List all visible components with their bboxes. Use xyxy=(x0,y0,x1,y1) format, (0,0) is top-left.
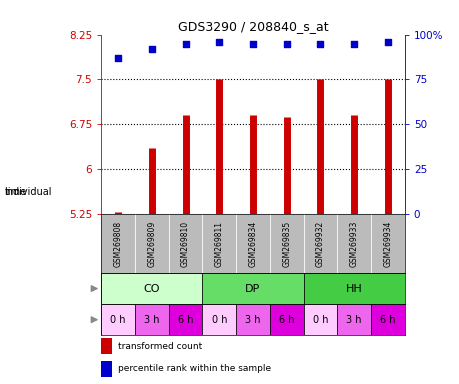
Text: 6 h: 6 h xyxy=(278,314,294,325)
Bar xyxy=(303,304,336,335)
Point xyxy=(181,40,189,46)
Text: GSM269808: GSM269808 xyxy=(113,220,122,267)
Point xyxy=(148,46,155,52)
Text: 0 h: 0 h xyxy=(312,314,328,325)
Point xyxy=(350,40,357,46)
Text: GSM269932: GSM269932 xyxy=(315,220,324,267)
Text: 3 h: 3 h xyxy=(144,314,159,325)
Point xyxy=(114,55,122,61)
Bar xyxy=(134,304,168,335)
Text: GSM269810: GSM269810 xyxy=(181,220,190,267)
Bar xyxy=(101,361,112,377)
Bar xyxy=(202,273,303,304)
Text: GSM269934: GSM269934 xyxy=(383,220,392,267)
Text: HH: HH xyxy=(345,283,362,294)
Text: 0 h: 0 h xyxy=(211,314,227,325)
Bar xyxy=(235,304,269,335)
Bar xyxy=(370,304,404,335)
Point xyxy=(215,39,223,45)
Text: time: time xyxy=(5,187,27,197)
Text: 3 h: 3 h xyxy=(346,314,361,325)
Bar xyxy=(101,273,202,304)
Point xyxy=(383,39,391,45)
Text: transformed count: transformed count xyxy=(118,342,202,351)
Bar xyxy=(303,273,404,304)
Bar xyxy=(202,304,235,335)
Text: GSM269834: GSM269834 xyxy=(248,220,257,267)
Text: 0 h: 0 h xyxy=(110,314,126,325)
Text: 6 h: 6 h xyxy=(177,314,193,325)
Bar xyxy=(101,338,112,354)
Text: 6 h: 6 h xyxy=(379,314,395,325)
Bar xyxy=(336,304,370,335)
Point xyxy=(282,40,290,46)
Text: GSM269933: GSM269933 xyxy=(349,220,358,267)
Bar xyxy=(269,304,303,335)
Text: 3 h: 3 h xyxy=(245,314,260,325)
Text: GSM269809: GSM269809 xyxy=(147,220,156,267)
Point xyxy=(316,40,324,46)
Text: GSM269835: GSM269835 xyxy=(282,220,291,267)
Text: CO: CO xyxy=(143,283,160,294)
Text: GSM269811: GSM269811 xyxy=(214,221,223,266)
Text: individual: individual xyxy=(5,187,52,197)
Text: DP: DP xyxy=(245,283,260,294)
Bar xyxy=(101,304,134,335)
Bar xyxy=(168,304,202,335)
Text: percentile rank within the sample: percentile rank within the sample xyxy=(118,364,270,373)
Title: GDS3290 / 208840_s_at: GDS3290 / 208840_s_at xyxy=(177,20,328,33)
Point xyxy=(249,40,256,46)
